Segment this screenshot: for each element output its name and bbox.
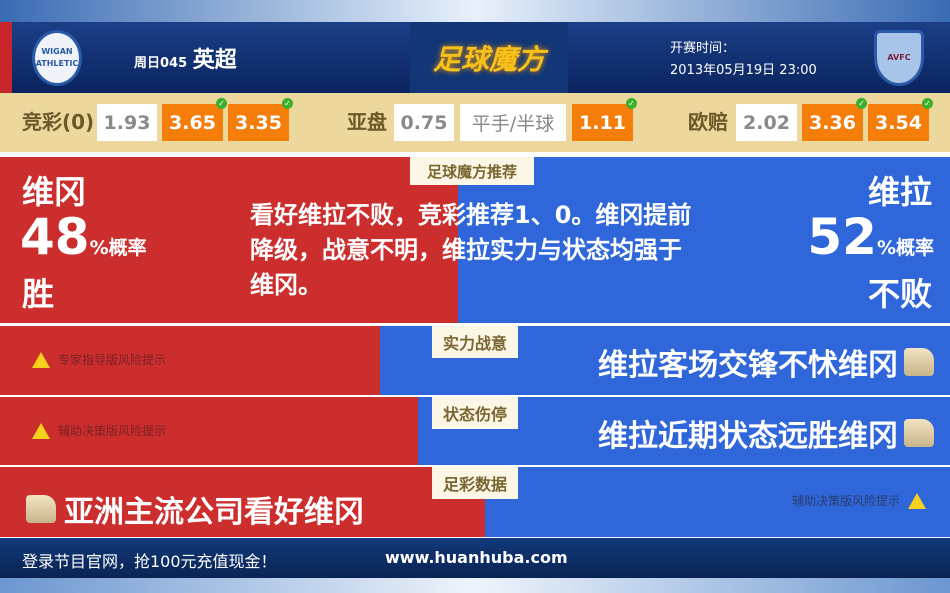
- jingcai-odd-3: 3.35 ✓: [228, 98, 293, 141]
- away-team-badge: AVFC: [874, 30, 924, 86]
- ouzhi-odd-3: 3.54 ✓: [868, 98, 933, 141]
- verdict-text: 维拉近期状态远胜维冈: [598, 419, 898, 454]
- jingcai-odd-1: 1.93: [97, 104, 157, 141]
- away-probability: 52%概率: [807, 207, 934, 278]
- yapan-odd-1: 0.75: [394, 104, 454, 141]
- warning-icon: [32, 422, 50, 439]
- row-1-tag: 实力战意: [432, 326, 518, 358]
- divider: [0, 323, 950, 326]
- jingcai-label: 竞彩(0): [22, 110, 95, 134]
- home-probability: 48%概率: [20, 207, 147, 278]
- row-1-home: 专家指导版风险提示: [0, 326, 380, 395]
- warning-icon: [32, 351, 50, 368]
- kickoff-label: 开赛时间：: [670, 41, 736, 56]
- verdict-text: 亚洲主流公司看好维冈: [64, 495, 364, 530]
- ouzhi-odd-1: 2.02: [736, 104, 797, 141]
- match-info: 周日045 英超: [134, 42, 237, 74]
- away-panel: 维拉 52%概率 不败: [458, 157, 950, 323]
- home-outcome: 胜: [22, 275, 55, 313]
- row-1-verdict: 维拉客场交锋不怵维冈: [598, 340, 934, 384]
- kickoff-info: 开赛时间： 2013年05月19日 23:00: [670, 38, 817, 82]
- divider: [0, 152, 950, 157]
- risk-hint: 辅助决策版风险提示: [32, 422, 166, 439]
- check-icon: ✓: [282, 98, 293, 109]
- home-pct: 48: [20, 208, 90, 266]
- kickoff-time: 2013年05月19日 23:00: [670, 63, 817, 78]
- check-icon: ✓: [216, 98, 227, 109]
- ouzhi-odd-2: 3.36 ✓: [802, 98, 867, 141]
- pct-suffix: %概率: [876, 237, 934, 259]
- footer-url[interactable]: www.huanhuba.com: [385, 548, 568, 567]
- odd-value: 1.11: [579, 111, 626, 134]
- row-2-home: 辅助决策版风险提示: [0, 397, 418, 465]
- pct-suffix: %概率: [89, 237, 147, 259]
- thumbs-up-icon: [904, 348, 934, 376]
- risk-hint-text[interactable]: 辅助决策版风险提示: [58, 424, 167, 438]
- odd-value: 3.36: [809, 111, 856, 134]
- top-background: [0, 0, 950, 22]
- warning-icon: [908, 492, 926, 509]
- jingcai-odd-2: 3.65 ✓: [162, 98, 227, 141]
- recommend-tag: 足球魔方推荐: [410, 157, 534, 185]
- away-outcome: 不败: [867, 275, 932, 313]
- away-team-name: 维拉: [867, 173, 932, 211]
- row-2-verdict: 维拉近期状态远胜维冈: [598, 411, 934, 455]
- app-logo: 足球魔方: [410, 22, 568, 93]
- divider: [0, 395, 950, 397]
- ouzhi-label: 欧赔: [688, 110, 728, 134]
- row-3-verdict: 亚洲主流公司看好维冈: [26, 487, 364, 531]
- match-number: 周日045: [134, 56, 188, 71]
- odd-value: 3.54: [875, 111, 922, 134]
- league-name: 英超: [192, 48, 237, 73]
- recommend-text: 看好维拉不败，竞彩推荐1、0。维冈提前降级，战意不明，维拉实力与状态均强于维冈。: [250, 201, 692, 299]
- match-header: WIGAN ATHLETIC 周日045 英超 足球魔方 开赛时间： 2013年…: [0, 22, 950, 93]
- odd-value: 3.35: [235, 111, 282, 134]
- yapan-label: 亚盘: [347, 110, 387, 134]
- row-3-home: 亚洲主流公司看好维冈: [0, 467, 485, 537]
- odds-bar: 竞彩(0) 1.93 3.65 ✓ 3.35 ✓ 亚盘 0.75 平手/半球 1.1…: [0, 93, 950, 152]
- home-team-name: 维冈: [22, 173, 87, 211]
- thumbs-up-icon: [26, 495, 56, 523]
- footer-bar: 登录节目官网，抢100元充值现金！ www.huanhuba.com: [0, 538, 950, 578]
- footer-promo: 登录节目官网，抢100元充值现金！: [22, 552, 277, 571]
- check-icon: ✓: [626, 98, 637, 109]
- risk-hint: 专家指导版风险提示: [32, 351, 166, 368]
- risk-hint-text[interactable]: 专家指导版风险提示: [58, 353, 167, 367]
- row-3-away: 辅助决策版风险提示: [485, 467, 950, 537]
- yapan-handicap: 平手/半球: [460, 104, 566, 141]
- yapan-odd-2: 1.11 ✓: [572, 98, 637, 141]
- verdict-text: 维拉客场交锋不怵维冈: [598, 348, 898, 383]
- risk-hint-text[interactable]: 辅助决策版风险提示: [791, 494, 900, 508]
- divider: [0, 465, 950, 467]
- check-icon: ✓: [856, 98, 867, 109]
- home-panel: 维冈 48%概率 胜: [0, 157, 458, 323]
- thumbs-up-icon: [904, 419, 934, 447]
- risk-hint: 辅助决策版风险提示: [792, 492, 926, 509]
- home-team-badge: WIGAN ATHLETIC: [32, 30, 82, 86]
- check-icon: ✓: [922, 98, 933, 109]
- odd-value: 3.65: [169, 111, 216, 134]
- bottom-background: [0, 578, 950, 593]
- away-pct: 52: [807, 208, 877, 266]
- row-2-tag: 状态伤停: [432, 397, 518, 429]
- row-3-tag: 足彩数据: [432, 467, 518, 499]
